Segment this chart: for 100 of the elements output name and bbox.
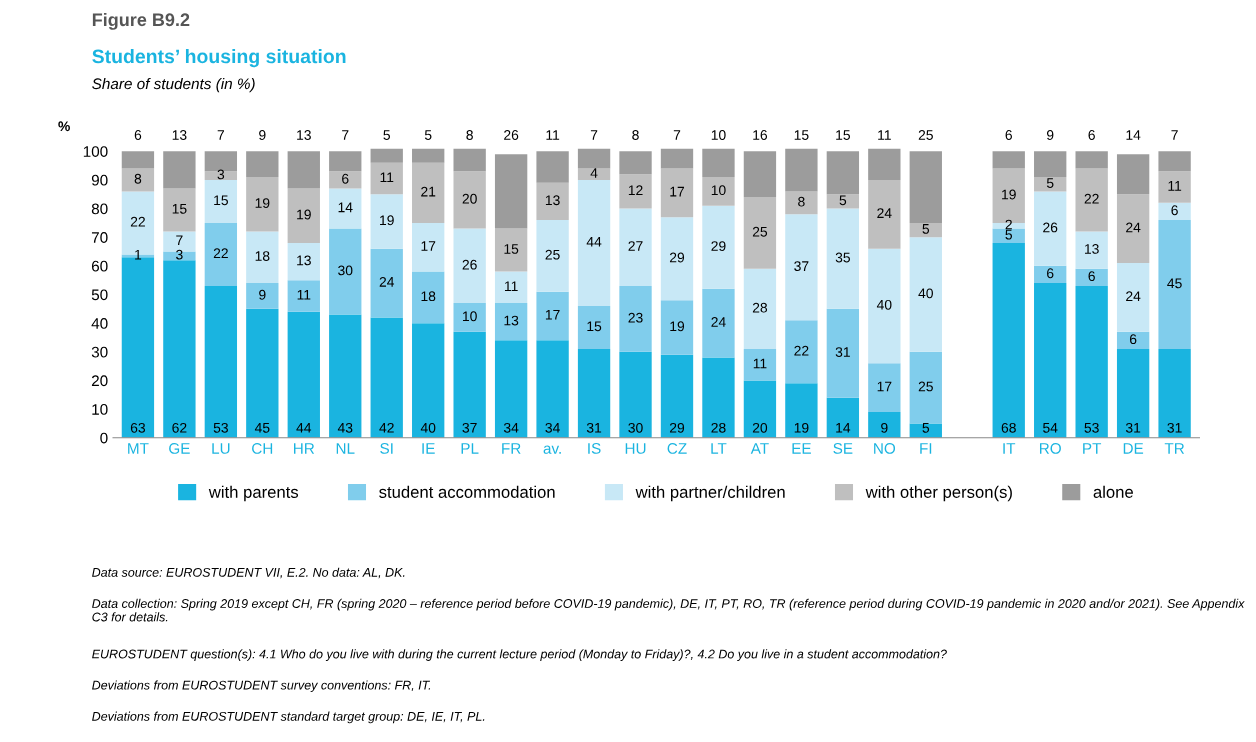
data-label: 11 xyxy=(753,358,767,369)
data-label: 28 xyxy=(711,422,726,433)
data-label: 6 xyxy=(1171,205,1178,216)
bar xyxy=(702,177,735,206)
data-label: 9 xyxy=(259,289,266,300)
data-label: 5 xyxy=(922,423,930,433)
bar xyxy=(619,285,652,352)
bar xyxy=(412,148,445,163)
data-label: 53 xyxy=(1084,422,1099,433)
bar xyxy=(1034,177,1067,192)
data-label: 1 xyxy=(135,249,142,260)
bar xyxy=(702,357,735,438)
data-label: 25 xyxy=(545,249,560,260)
y-tick-label: 100 xyxy=(83,146,108,157)
data-label: 22 xyxy=(213,248,228,258)
bar xyxy=(702,288,735,358)
data-label: 14 xyxy=(836,423,851,433)
bar xyxy=(1116,331,1150,349)
legend-label: with partner/children xyxy=(635,485,785,502)
data-label: 10 xyxy=(711,130,726,140)
bar xyxy=(619,351,652,438)
x-tick-label: PT xyxy=(1083,443,1102,454)
bar xyxy=(494,154,528,229)
bar xyxy=(702,205,735,289)
data-label: 16 xyxy=(753,130,768,140)
bar xyxy=(619,151,652,175)
data-label: 30 xyxy=(628,422,643,433)
bar xyxy=(412,323,445,438)
data-label: 8 xyxy=(466,130,473,140)
data-label: 68 xyxy=(1001,422,1016,433)
bar xyxy=(1158,151,1191,172)
x-tick-label: NO xyxy=(874,443,896,454)
data-label: 5 xyxy=(383,130,390,140)
data-label: 19 xyxy=(670,321,685,332)
text: Data collection: Spring 2019 except CH, FR (spring 2020 – reference period before COVID-19 pandemic), DE, IT, PT, RO, TR (reference period during COVID-19 pandemic in 2020 and/or 2021). See Appendix C3 for details. xyxy=(92,598,1245,622)
bar xyxy=(204,222,238,286)
bar xyxy=(660,217,694,301)
data-label: 9 xyxy=(881,422,888,433)
bar xyxy=(909,222,942,238)
bar xyxy=(204,171,238,180)
x-tick-label: MT xyxy=(128,443,149,454)
data-label: 7 xyxy=(176,235,183,246)
text: EUROSTUDENT question(s): 4.1 Who do you live with during the current lecture period (Monday to Friday)?, 4.2 Do you live in a student accommodation? xyxy=(92,649,947,661)
bar xyxy=(163,151,196,189)
bar xyxy=(329,151,362,172)
data-label: 13 xyxy=(297,255,311,266)
x-tick-label: SE xyxy=(833,443,853,454)
data-label: 6 xyxy=(342,173,349,184)
data-label: 15 xyxy=(172,204,187,214)
data-label: 9 xyxy=(259,130,266,140)
x-tick-label: TR xyxy=(1164,443,1185,454)
legend-label: with other person(s) xyxy=(865,485,1012,502)
data-label: 28 xyxy=(752,302,768,313)
bar xyxy=(1158,220,1191,349)
bar xyxy=(1116,194,1150,264)
data-label: 62 xyxy=(172,422,187,433)
bar xyxy=(246,151,279,178)
bar xyxy=(660,148,694,169)
data-label: 8 xyxy=(134,173,142,184)
bar xyxy=(536,340,569,438)
bar xyxy=(909,351,942,424)
chart-title: Students’ housing situation xyxy=(92,48,346,68)
data-label: 29 xyxy=(711,241,726,251)
data-label: 30 xyxy=(338,265,353,276)
data-label: 13 xyxy=(172,130,187,140)
y-tick-label: 70 xyxy=(91,232,108,243)
bar xyxy=(1034,265,1067,284)
x-tick-label: AT xyxy=(750,443,769,454)
data-label: 19 xyxy=(255,198,270,208)
x-tick-label: EE xyxy=(792,443,811,454)
bar xyxy=(1075,285,1108,438)
bar xyxy=(702,148,735,178)
data-label: 20 xyxy=(752,422,768,433)
bar xyxy=(826,151,860,195)
bar xyxy=(370,194,403,249)
data-label: 37 xyxy=(462,422,477,433)
x-tick-label: HU xyxy=(625,443,646,454)
x-tick-label: PL xyxy=(461,443,479,454)
bar xyxy=(453,148,486,172)
data-label: 5 xyxy=(1046,178,1054,188)
data-label: 17 xyxy=(877,381,892,392)
data-label: 25 xyxy=(752,226,768,237)
source-note: Data source: EUROSTUDENT VII, E.2. No data: AL, DK. xyxy=(92,567,405,579)
bar xyxy=(329,171,362,189)
data-label: 17 xyxy=(421,241,436,251)
bar xyxy=(453,303,486,332)
bar xyxy=(868,411,901,438)
data-label: 6 xyxy=(1088,271,1095,282)
data-label: 37 xyxy=(794,261,809,272)
bar xyxy=(453,171,486,229)
bar xyxy=(204,179,238,223)
bar xyxy=(453,331,486,438)
data-label: 7 xyxy=(590,130,598,140)
data-label: 44 xyxy=(586,236,602,247)
bar xyxy=(992,151,1025,169)
bar xyxy=(121,168,155,192)
bar xyxy=(660,354,694,438)
data-label: 21 xyxy=(421,186,436,197)
bar xyxy=(412,271,445,324)
bar xyxy=(992,242,1025,438)
